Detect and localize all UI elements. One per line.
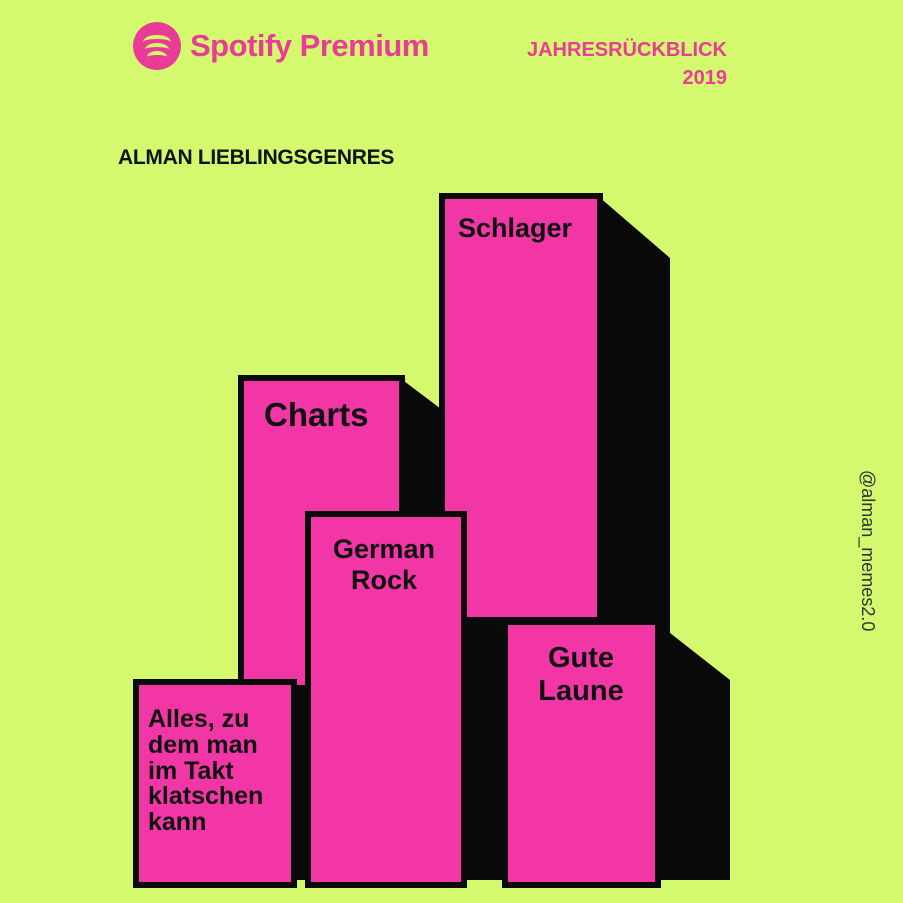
- year-title-line1: JAHRESRÜCKBLICK: [526, 39, 727, 61]
- page-title-part1: ALMAN: [118, 146, 193, 169]
- page-title-part2: LIEBLINGSGENRES: [197, 146, 395, 169]
- watermark: @alman_memes2.0: [858, 470, 902, 670]
- bar-label-alles: Alles, zu dem man im Takt klatschen kann: [148, 705, 264, 836]
- german-rock-bar: [305, 511, 467, 888]
- spotify-logo: Spotify Premium: [133, 22, 429, 70]
- alles-bar: [133, 679, 297, 888]
- gute-laune-bar-shadow: [656, 622, 730, 880]
- bar-label-gute-laune: Gute Laune: [538, 642, 624, 708]
- bar-label-charts: Charts: [264, 396, 369, 433]
- page-title: ALMAN LIEBLINGSGENRES: [118, 146, 394, 170]
- bar-label-german-rock: German Rock: [332, 534, 436, 596]
- year-title-line2: 2019: [682, 67, 728, 89]
- gute-laune-bar: [502, 619, 661, 888]
- bar-label-schlager: Schlager: [458, 213, 573, 243]
- brand-name: Spotify Premium: [190, 28, 429, 63]
- year-title: JAHRESRÜCKBLICK 2019: [527, 36, 727, 92]
- watermark-text: @alman_memes2.0: [858, 470, 878, 632]
- spotify-logo-icon: [133, 22, 181, 70]
